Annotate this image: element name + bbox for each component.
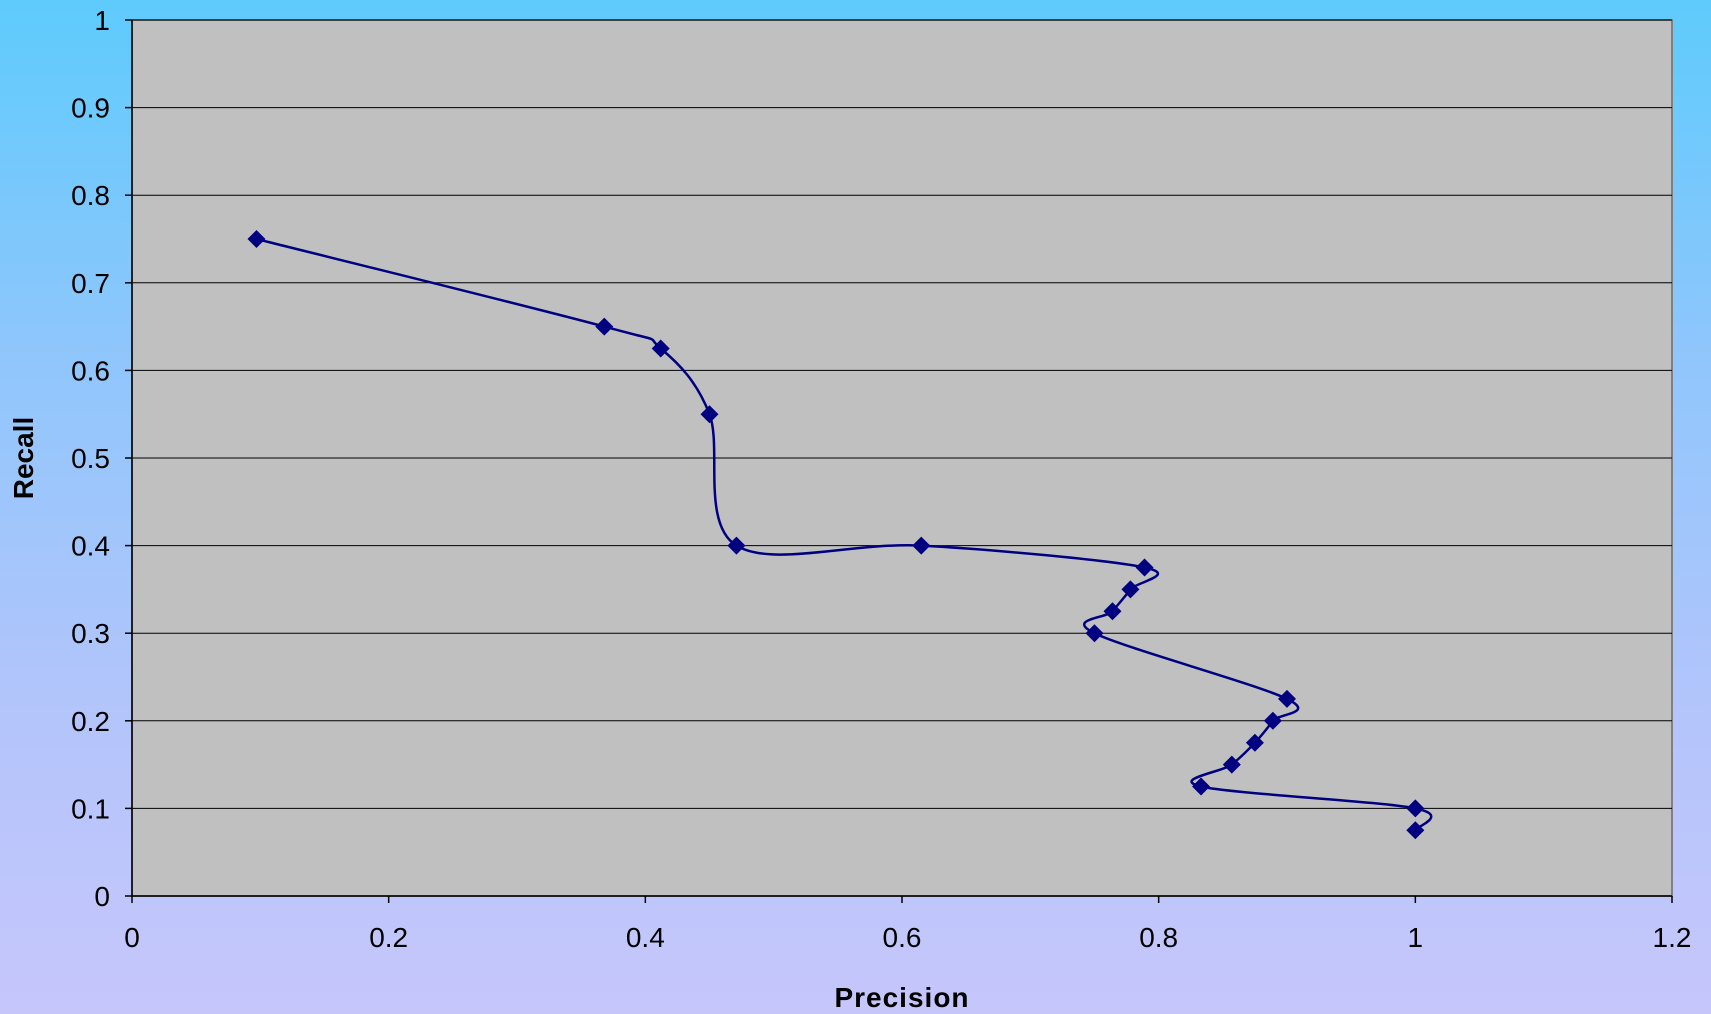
y-tick-label: 0.1 [71, 793, 110, 824]
x-axis-title: Precision [834, 982, 969, 1013]
data-point-marker [247, 230, 266, 248]
x-tick-label: 0.6 [883, 922, 922, 953]
data-point-marker [595, 317, 614, 336]
data-point-marker [700, 405, 719, 424]
data-point-marker [1222, 755, 1241, 774]
tick-labels: 0 0.1 0.2 0.3 0.4 0.5 0.6 0.7 0.8 0.9 1 0 0.2 0.4 0.6 0… [71, 5, 1691, 953]
y-tick-label: 1 [94, 5, 110, 36]
data-point-marker [727, 536, 746, 555]
x-tick-label: 1.2 [1653, 922, 1692, 953]
data-point-marker [1121, 580, 1140, 599]
data-point-marker [912, 536, 931, 555]
data-point-marker [1245, 733, 1264, 752]
data-point-marker [1085, 624, 1104, 643]
data-point-marker [1263, 711, 1282, 730]
y-tick-label: 0.8 [71, 180, 110, 211]
x-tick-label: 0.2 [369, 922, 408, 953]
y-tick-label: 0 [94, 881, 110, 912]
y-tick-label: 0.6 [71, 355, 110, 386]
y-tick-label: 0.5 [71, 443, 110, 474]
series-layer [247, 230, 1433, 840]
x-tick-label: 0 [124, 922, 140, 953]
data-point-marker [1278, 689, 1296, 708]
y-tick-label: 0.9 [71, 93, 110, 124]
data-point-marker [1406, 799, 1425, 818]
data-point-marker [1192, 777, 1211, 796]
data-point-marker [1406, 821, 1425, 840]
data-point-marker [1135, 558, 1154, 577]
y-axis-title: Recall [8, 417, 39, 500]
x-tick-label: 0.8 [1139, 922, 1178, 953]
y-tick-label: 0.4 [71, 531, 110, 562]
axes [125, 19, 1673, 903]
y-tick-label: 0.2 [71, 706, 110, 737]
data-point-marker [651, 339, 670, 358]
x-tick-label: 0.4 [626, 922, 665, 953]
y-tick-label: 0.7 [71, 268, 110, 299]
x-tick-label: 1 [1408, 922, 1424, 953]
data-point-marker [1103, 602, 1122, 621]
y-tick-label: 0.3 [71, 618, 110, 649]
